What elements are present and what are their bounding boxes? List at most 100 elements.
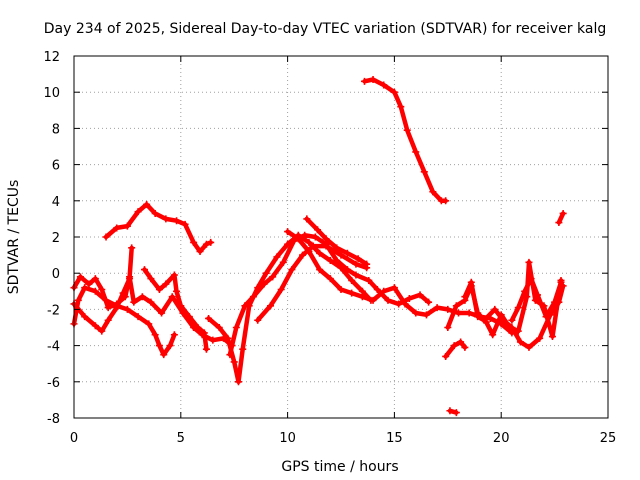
data-point bbox=[322, 235, 330, 243]
data-point bbox=[234, 378, 242, 386]
data-point bbox=[194, 324, 202, 331]
data-point bbox=[452, 302, 460, 310]
y-tick-label: 6 bbox=[52, 159, 60, 174]
data-point bbox=[422, 311, 430, 319]
data-point bbox=[91, 287, 99, 295]
series-track-morning-d bbox=[140, 266, 210, 353]
data-point bbox=[173, 287, 181, 295]
data-point bbox=[405, 295, 413, 303]
data-point bbox=[303, 215, 311, 223]
data-point bbox=[119, 289, 127, 297]
data-point bbox=[429, 188, 437, 196]
data-point bbox=[390, 284, 398, 292]
data-point bbox=[209, 336, 217, 344]
data-point bbox=[369, 296, 377, 304]
data-point bbox=[450, 342, 458, 350]
data-point bbox=[123, 305, 131, 313]
data-point bbox=[196, 247, 204, 255]
data-point bbox=[143, 200, 151, 208]
data-point bbox=[390, 88, 398, 96]
data-point bbox=[352, 260, 360, 268]
data-point bbox=[521, 287, 529, 295]
x-tick-label: 20 bbox=[493, 431, 510, 446]
data-point bbox=[76, 273, 84, 281]
series-trace bbox=[71, 274, 235, 348]
x-tick-label: 5 bbox=[177, 431, 185, 446]
data-point bbox=[239, 345, 247, 353]
data-point bbox=[102, 233, 110, 241]
data-point bbox=[551, 298, 559, 306]
data-point bbox=[514, 304, 522, 312]
series-trace bbox=[362, 77, 448, 204]
data-point bbox=[269, 273, 277, 281]
series-trace bbox=[443, 339, 468, 359]
data-point bbox=[491, 305, 499, 313]
data-point bbox=[155, 342, 163, 350]
data-point bbox=[489, 331, 497, 339]
data-point bbox=[224, 334, 232, 342]
data-point bbox=[134, 208, 142, 216]
series-track-evening-n bbox=[442, 338, 469, 360]
data-point bbox=[126, 275, 134, 283]
y-axis-label: SDTVAR / TECUs bbox=[6, 180, 22, 295]
data-point bbox=[360, 77, 368, 85]
data-point bbox=[457, 338, 465, 346]
data-point bbox=[301, 231, 309, 239]
data-point bbox=[326, 257, 334, 265]
data-point bbox=[343, 266, 351, 274]
data-point bbox=[559, 209, 567, 217]
x-tick-label: 10 bbox=[279, 431, 296, 446]
data-point bbox=[202, 240, 210, 248]
series-fragment-high bbox=[555, 209, 567, 227]
data-point bbox=[333, 244, 341, 252]
data-point bbox=[177, 302, 185, 310]
data-point bbox=[369, 76, 377, 84]
data-point bbox=[420, 168, 428, 176]
y-tick-label: 12 bbox=[43, 50, 60, 65]
data-point bbox=[205, 314, 213, 322]
data-point bbox=[412, 148, 420, 156]
data-point bbox=[113, 224, 121, 232]
data-point bbox=[155, 285, 163, 293]
series-trace bbox=[103, 202, 213, 254]
data-point bbox=[81, 313, 89, 321]
data-point bbox=[162, 280, 170, 288]
data-point bbox=[91, 322, 99, 330]
data-point bbox=[461, 343, 469, 351]
data-point bbox=[294, 235, 302, 243]
series-track-night-c bbox=[70, 244, 136, 335]
data-point bbox=[91, 275, 99, 283]
data-point bbox=[442, 197, 450, 205]
data-point bbox=[249, 293, 257, 301]
data-point bbox=[333, 257, 341, 265]
data-point bbox=[113, 304, 121, 312]
data-point bbox=[147, 275, 155, 283]
data-point bbox=[412, 309, 420, 317]
data-point bbox=[380, 287, 388, 295]
data-point bbox=[452, 409, 460, 417]
data-point bbox=[365, 276, 373, 284]
data-point bbox=[260, 280, 268, 288]
data-point bbox=[316, 249, 324, 257]
data-point bbox=[200, 329, 208, 337]
grid bbox=[74, 56, 608, 418]
data-point bbox=[442, 352, 450, 360]
data-point bbox=[534, 291, 542, 299]
data-point bbox=[85, 280, 93, 288]
x-tick-label: 0 bbox=[70, 431, 78, 446]
data-point bbox=[98, 327, 106, 335]
data-point bbox=[207, 238, 215, 246]
data-point bbox=[525, 343, 533, 351]
data-point bbox=[128, 244, 136, 252]
data-point bbox=[352, 271, 360, 279]
data-point bbox=[403, 126, 411, 134]
data-point bbox=[508, 316, 516, 324]
data-point bbox=[284, 228, 292, 236]
data-point bbox=[527, 275, 535, 283]
data-point bbox=[170, 331, 178, 339]
data-point bbox=[305, 247, 313, 255]
data-point bbox=[267, 302, 275, 310]
data-point bbox=[499, 316, 507, 324]
data-point bbox=[467, 278, 475, 286]
